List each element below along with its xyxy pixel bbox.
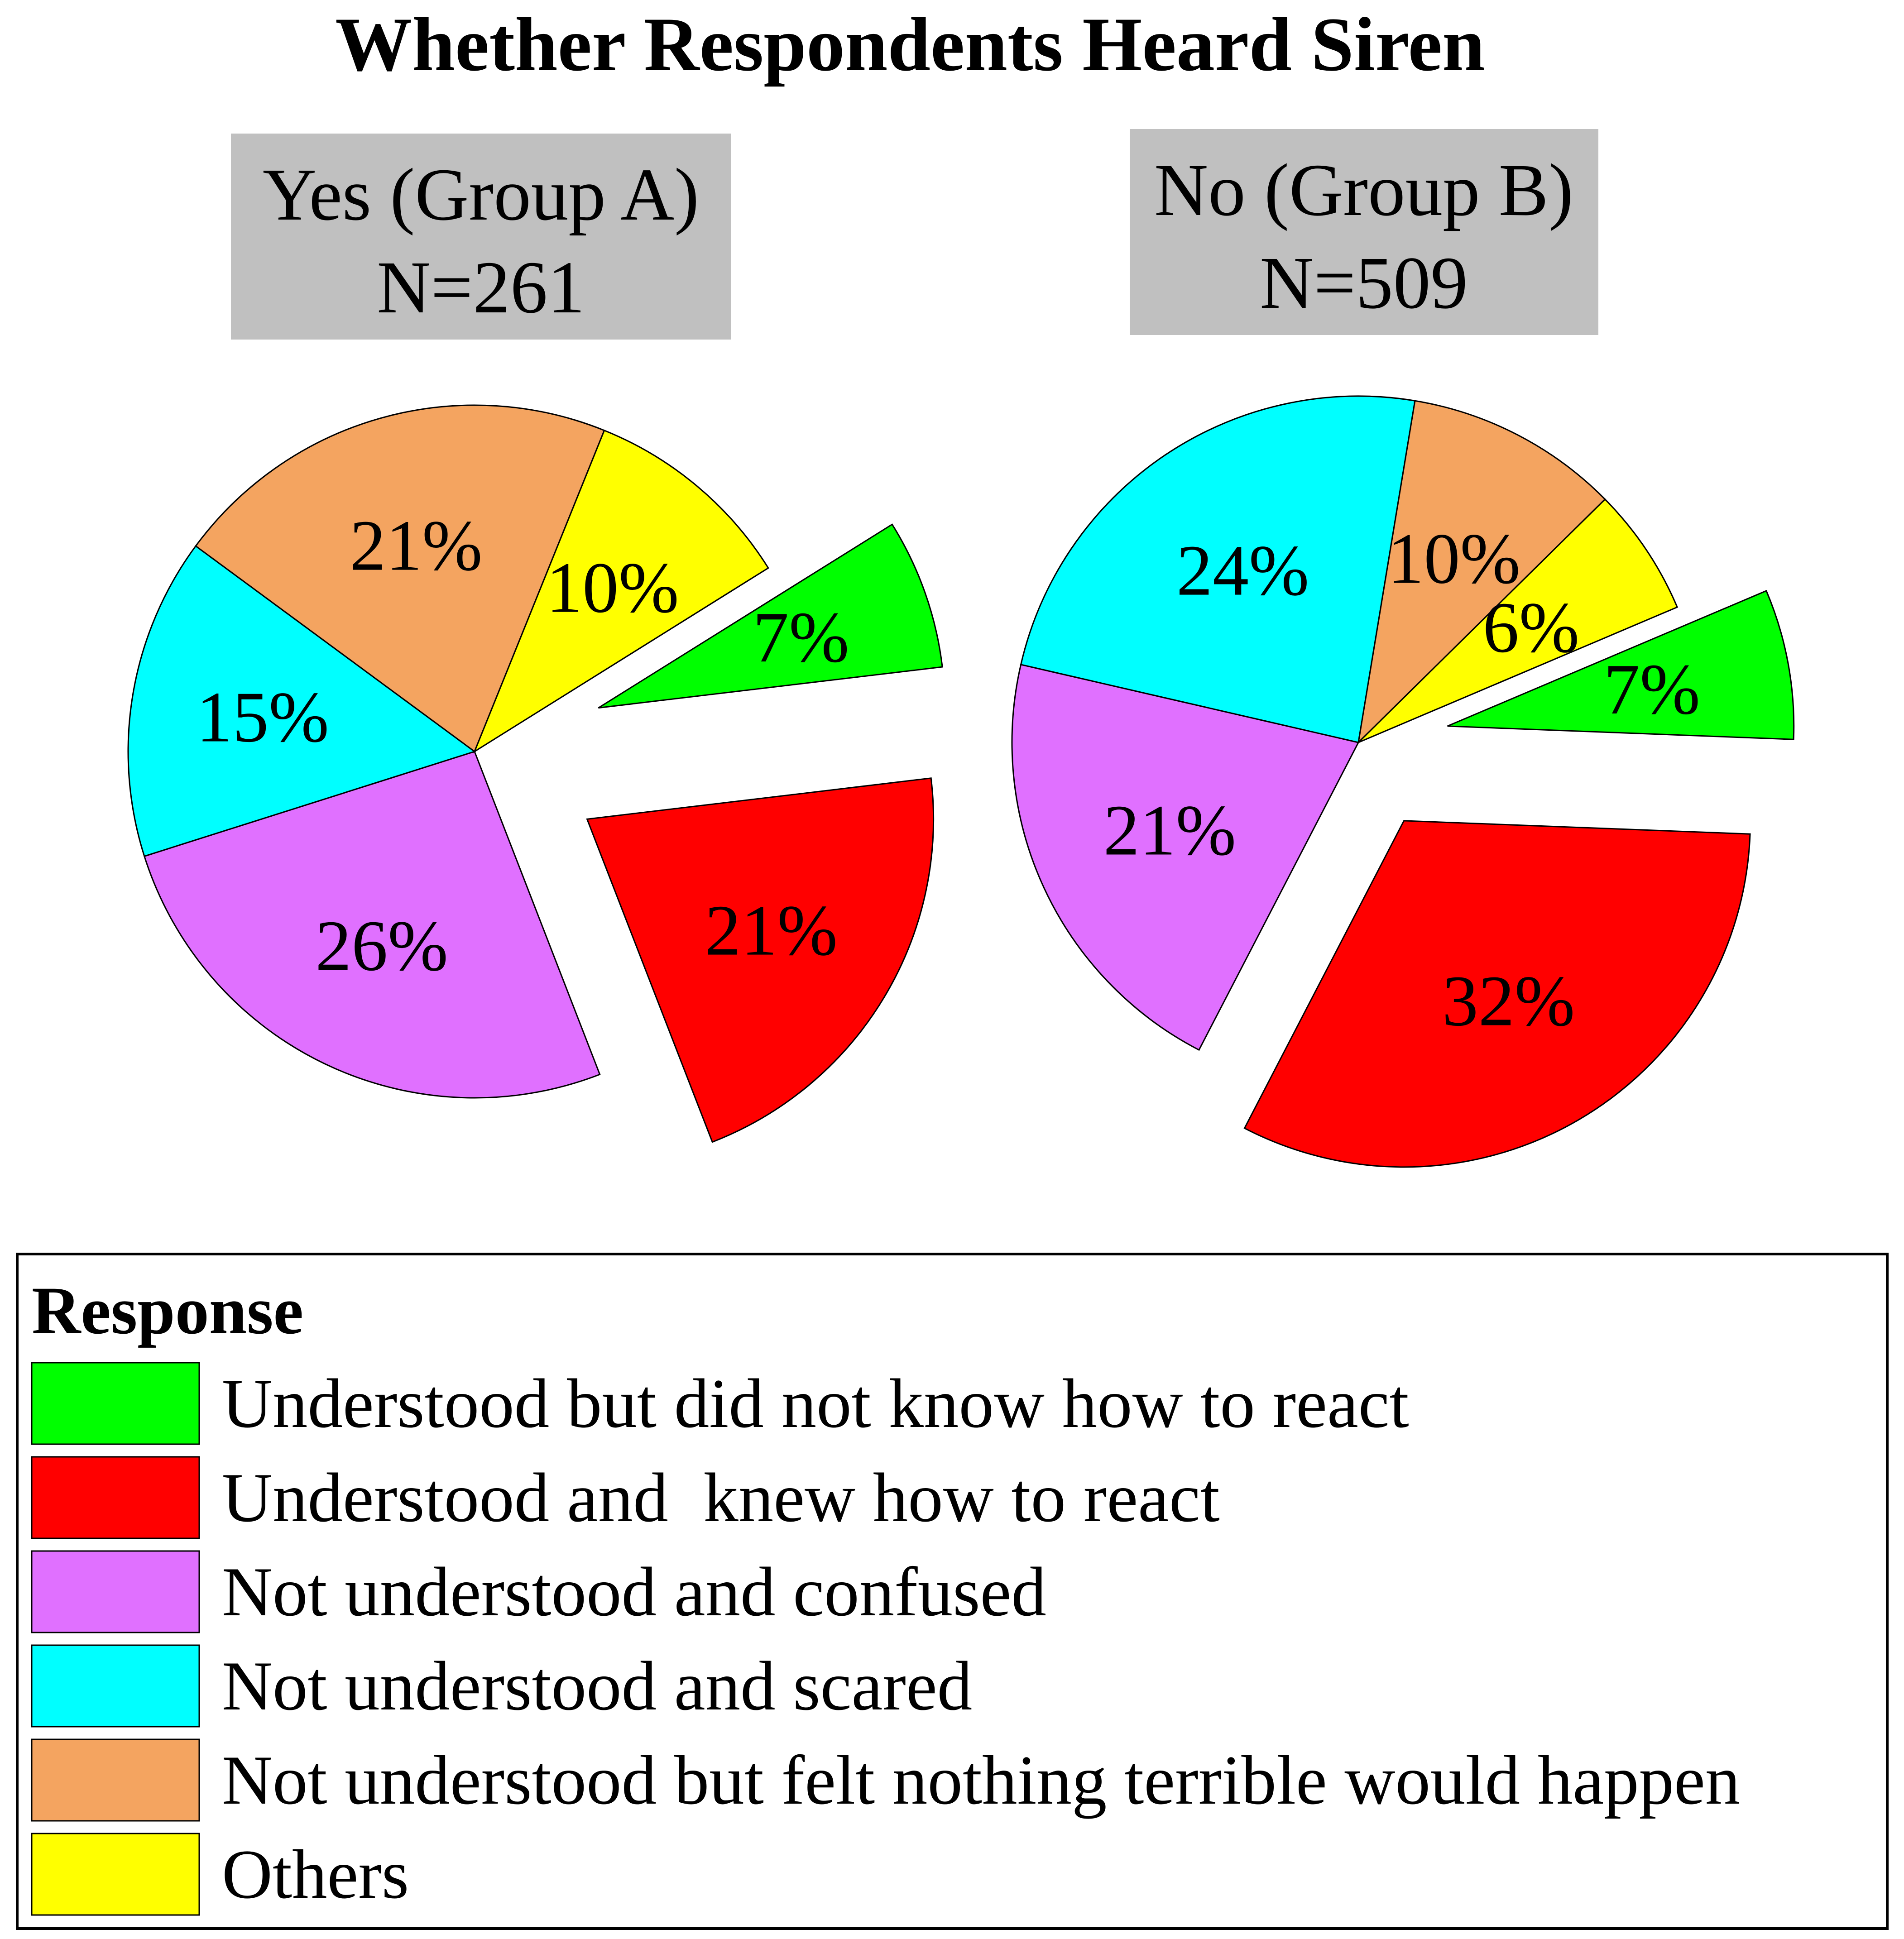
pie-a-slice-0 xyxy=(598,523,943,709)
pie-b-slice-5 xyxy=(1357,498,1679,743)
pie-a-slice-label-3: 15% xyxy=(196,677,329,757)
legend-swatch-0 xyxy=(31,1362,200,1445)
group-b-label-line2: N=509 xyxy=(1260,241,1468,324)
pie-b-slice-4 xyxy=(1357,400,1606,745)
legend-entries: Understood but did not know how to react… xyxy=(31,1362,1740,1916)
pie-a-slice-4 xyxy=(195,404,605,753)
group-b-label-box xyxy=(1130,129,1598,335)
legend-swatch-3 xyxy=(31,1644,200,1728)
legend-swatch-2 xyxy=(31,1550,200,1633)
pie-a-slice-5 xyxy=(473,429,769,753)
legend-label-4: Not understood but felt nothing terrible… xyxy=(222,1741,1740,1819)
pie-a-slice-label-5: 10% xyxy=(546,547,679,628)
pie-a-slice-3 xyxy=(127,545,476,857)
pie-group-a: 7% 21% 26% 15% 21% 10% xyxy=(127,404,943,1143)
legend-swatch-4 xyxy=(31,1738,200,1822)
group-b-label-line1: No (Group B) xyxy=(1154,148,1573,231)
group-a-label-box xyxy=(231,134,731,340)
group-b-label: No (Group B) N=509 xyxy=(1130,129,1598,335)
legend-label-0: Understood but did not know how to react xyxy=(222,1364,1409,1442)
legend-label-5: Others xyxy=(222,1835,409,1913)
legend-swatch-1 xyxy=(31,1456,200,1539)
pie-a-slice-label-1: 21% xyxy=(705,890,837,971)
pie-b-slice-0 xyxy=(1447,590,1795,740)
legend-label-3: Not understood and scared xyxy=(222,1647,972,1725)
pie-a-slice-label-2: 26% xyxy=(315,905,448,986)
group-a-label-line1: Yes (Group A) xyxy=(263,153,699,236)
legend-label-2: Not understood and confused xyxy=(222,1553,1046,1631)
pie-group-b: 7% 32% 21% 24% 10%6% xyxy=(1011,395,1795,1168)
chart-title: Whether Respondents Heard Siren xyxy=(335,2,1485,87)
pie-a-slice-1 xyxy=(586,777,935,1143)
pie-b-slice-2 xyxy=(1011,664,1360,1051)
pie-b-slice-label-4: 10% xyxy=(1388,518,1520,598)
legend: Response Understood but did not know how… xyxy=(16,1253,1889,1930)
pie-b-slice-label-2: 21% xyxy=(1103,790,1236,871)
legend-swatch-5 xyxy=(31,1833,200,1916)
pie-b-slice-1 xyxy=(1243,820,1751,1168)
pie-a-slice-label-0: 7% xyxy=(753,597,849,677)
group-a-label: Yes (Group A) N=261 xyxy=(231,134,731,340)
pie-b-slice-label-5: 6% xyxy=(1483,587,1579,668)
legend-frame xyxy=(16,1253,1889,1930)
pie-b-slice-3 xyxy=(1020,395,1416,743)
pie-a-slice-label-4: 21% xyxy=(350,505,482,586)
legend-label-1: Understood and knew how to react xyxy=(222,1459,1220,1537)
pie-b-slice-label-1: 32% xyxy=(1442,961,1575,1041)
pie-b-slice-label-0: 7% xyxy=(1604,649,1700,729)
group-a-label-line2: N=261 xyxy=(377,246,585,329)
pie-b-slice-label-3: 24% xyxy=(1176,530,1309,611)
legend-title: Response xyxy=(32,1273,303,1348)
pie-a-slice-2 xyxy=(143,751,601,1099)
